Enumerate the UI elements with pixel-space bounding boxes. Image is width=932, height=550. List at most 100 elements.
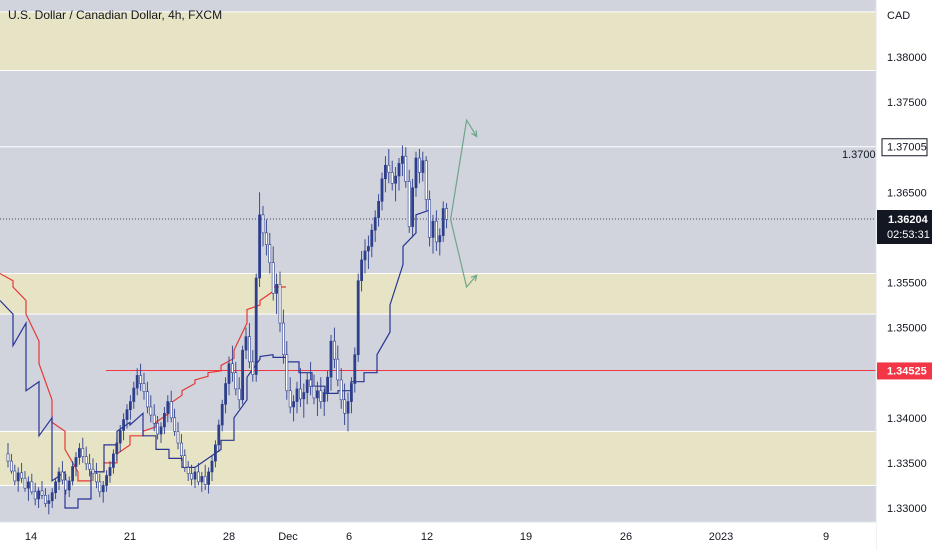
candle-body (244, 336, 248, 351)
candle-body (438, 235, 442, 243)
candle-body (203, 476, 207, 485)
candle-body (112, 453, 115, 468)
candle-body (156, 422, 160, 435)
candle-body (57, 471, 61, 483)
candle-body (197, 471, 200, 483)
zone-1 (0, 11, 876, 71)
candle-body (373, 217, 377, 231)
candle-body (319, 390, 323, 402)
candle-body (312, 385, 316, 399)
candle-body (132, 387, 136, 402)
candle-body (258, 214, 262, 279)
price-axis[interactable] (876, 0, 932, 550)
candle-body (129, 401, 132, 410)
level-label-1-37005: 1.37005 (842, 149, 882, 161)
candle-body (237, 388, 241, 401)
candle-body (88, 463, 92, 470)
time-tick-label: Dec (278, 531, 298, 543)
time-tick-label: 9 (823, 531, 829, 543)
price-tick-label: 1.33500 (887, 458, 927, 470)
candle-body (122, 419, 126, 431)
candle-body (349, 383, 353, 402)
candle-body (180, 442, 183, 456)
candle-body (288, 390, 292, 408)
candle-body (54, 481, 58, 493)
candle-body (353, 354, 357, 384)
level-price-tag (881, 138, 928, 157)
candle-body (231, 363, 234, 373)
time-tick-label: 14 (25, 531, 37, 543)
forecast-up-arrow-head (471, 130, 478, 138)
zone-2 (0, 273, 876, 315)
candle-body (200, 476, 204, 483)
candle-body (271, 262, 275, 294)
ma-fast-line (0, 209, 430, 509)
candle-body (207, 471, 211, 485)
time-tick-label: 6 (346, 531, 352, 543)
candle-body (254, 277, 258, 375)
candle-body (159, 426, 163, 435)
candlesticks (6, 145, 449, 515)
candle-body (152, 414, 156, 424)
price-axis-ticks: 1.38000 1.37500 1.37005 1.36500 1.36204 02:53… (877, 52, 932, 515)
candle-body (193, 471, 197, 480)
candle-body (78, 448, 81, 458)
candle-body (285, 354, 289, 392)
candle-body (163, 412, 166, 428)
candle-body (149, 406, 153, 416)
candle-body (74, 457, 78, 467)
candle-body (101, 485, 105, 493)
candle-body (227, 363, 231, 384)
candle-body (268, 244, 272, 263)
candle-body (424, 160, 428, 200)
candle-body (305, 379, 309, 393)
candle-body (71, 466, 75, 482)
forecast-up-arrow[interactable] (450, 118, 478, 220)
candle-body (261, 214, 265, 234)
candle-body (33, 491, 37, 500)
candle-body (363, 250, 367, 261)
price-tick-label: 1.38000 (887, 52, 927, 64)
candle-body (81, 448, 85, 457)
candle-body (431, 220, 435, 238)
candle-body (278, 284, 282, 324)
time-tick-label: 19 (520, 531, 532, 543)
candle-body (37, 490, 41, 500)
candle-body (411, 187, 415, 227)
price-tick-label: 1.36500 (887, 187, 927, 199)
time-axis[interactable] (0, 522, 876, 550)
candle-body (309, 379, 313, 387)
currency-label: CAD (887, 10, 910, 22)
time-tick-label: 28 (223, 531, 235, 543)
candle-body (30, 481, 34, 493)
candle-body (248, 336, 251, 363)
candle-body (98, 481, 102, 493)
forecast-arrows[interactable] (450, 118, 478, 289)
candle-body (407, 181, 411, 227)
candle-body (241, 349, 245, 401)
candle-body (176, 431, 180, 444)
candle-body (428, 199, 432, 238)
candle-body (26, 481, 30, 489)
candle-body (108, 467, 112, 476)
candle-body (220, 403, 224, 426)
candle-body (366, 246, 370, 252)
candle-body (336, 358, 340, 381)
candle-body (292, 401, 296, 408)
candle-body (302, 392, 306, 400)
candle-body (251, 361, 255, 375)
time-tick-label: 21 (124, 531, 136, 543)
candle-body (105, 475, 109, 486)
candle-body (23, 477, 27, 489)
forecast-down-arrow-head (470, 274, 478, 282)
candle-body (84, 456, 88, 465)
candle-body (186, 467, 190, 475)
candle-body (16, 472, 20, 482)
candle-body (214, 444, 217, 462)
time-tick-label: 2023 (709, 531, 733, 543)
forecast-down-arrow[interactable] (450, 219, 478, 289)
candle-body (332, 340, 336, 360)
price-tick-label: 1.37500 (887, 97, 927, 109)
candle-body (115, 442, 119, 455)
